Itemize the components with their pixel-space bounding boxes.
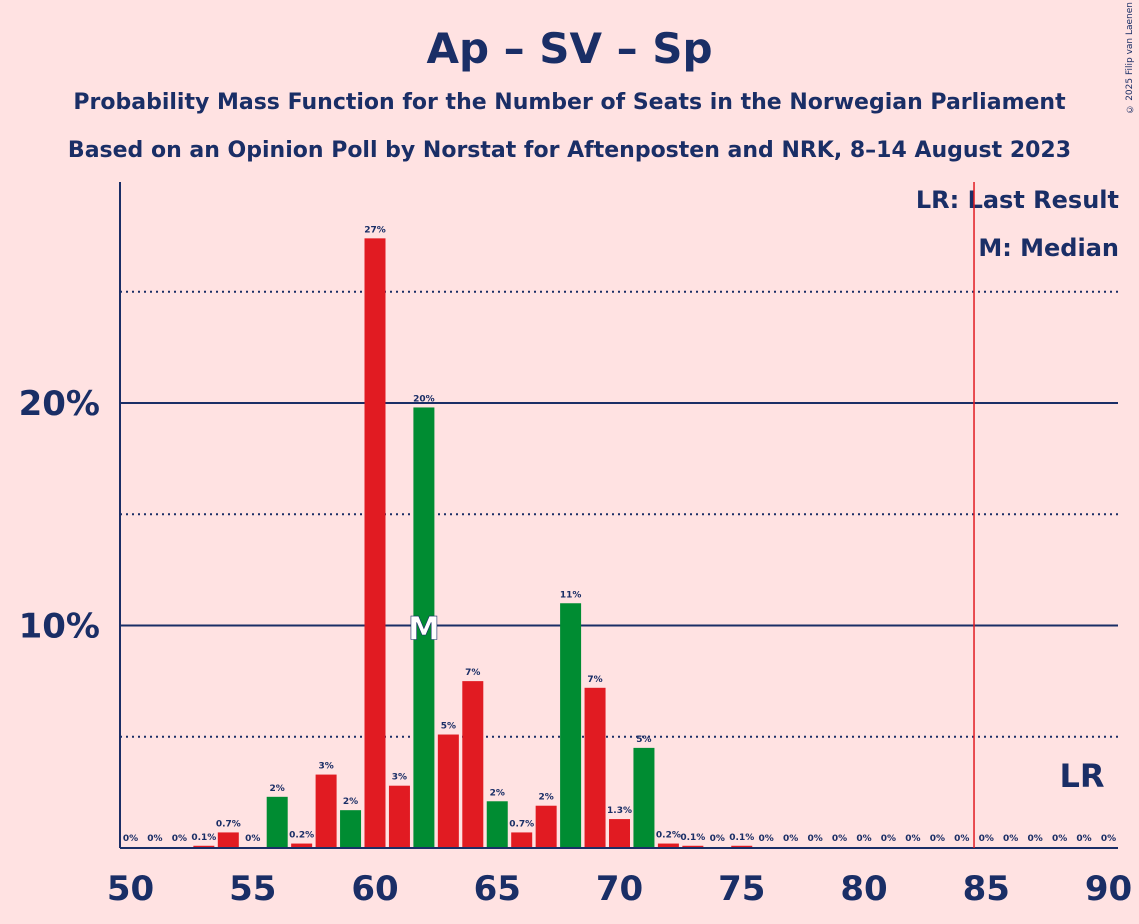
bar-value-label: 5% (636, 735, 651, 745)
x-tick-label-80: 80 (840, 869, 887, 909)
bar-value-label: 0% (881, 834, 896, 844)
x-tick-label-85: 85 (963, 869, 1010, 909)
bar-value-label: 7% (465, 668, 480, 678)
bar-value-label: 0% (1076, 834, 1091, 844)
x-tick-label-90: 90 (1085, 869, 1132, 909)
bar-value-label: 0% (783, 834, 798, 844)
bar-seat-68 (560, 603, 582, 848)
bar-value-label: 0% (172, 834, 187, 844)
bar-value-label: 2% (490, 788, 505, 798)
bar-seat-53 (193, 845, 215, 848)
bar-value-label: 0.7% (216, 819, 241, 829)
bar-seat-67 (535, 805, 557, 848)
bar-seat-59 (340, 810, 362, 848)
bar-value-label: 2% (343, 797, 358, 807)
bar-value-label: 27% (364, 225, 386, 235)
bar-seat-75 (731, 845, 753, 848)
bar-value-label: 0.1% (680, 833, 705, 843)
bar-value-label: 0.2% (289, 831, 314, 841)
bar-value-label: 7% (587, 675, 602, 685)
bar-value-label: 0.7% (509, 819, 534, 829)
bar-value-label: 0% (979, 834, 994, 844)
bar-value-label: 0% (1101, 834, 1116, 844)
x-tick-label-50: 50 (107, 869, 154, 909)
x-tick-label-65: 65 (474, 869, 521, 909)
bar-value-label: 0% (1003, 834, 1018, 844)
bar-seat-63 (437, 734, 459, 848)
bar-value-label: 0% (905, 834, 920, 844)
bar-seat-70 (609, 819, 630, 848)
x-tick-label-60: 60 (351, 869, 398, 909)
y-tick-label-20: 20% (19, 384, 100, 424)
chart-title: Ap – SV – Sp (426, 24, 713, 73)
bar-seat-65 (486, 801, 508, 848)
bar-value-label: 0.1% (729, 833, 754, 843)
bar-value-label: 2% (270, 784, 285, 794)
bar-value-label: 5% (441, 722, 456, 732)
bar-value-label: 3% (392, 773, 407, 783)
bar-value-label: 2% (539, 793, 554, 803)
x-tick-label-75: 75 (718, 869, 765, 909)
bar-seat-64 (462, 681, 484, 848)
legend-last-result: LR: Last Result (915, 186, 1119, 214)
bar-seat-57 (291, 843, 313, 848)
bar-value-label: 0% (807, 834, 822, 844)
bar-seat-71 (633, 747, 655, 848)
legend-median: M: Median (978, 234, 1119, 262)
bar-value-label: 20% (413, 394, 435, 404)
bar-seat-72 (657, 843, 679, 848)
x-tick-label-55: 55 (229, 869, 276, 909)
x-tick-label-70: 70 (596, 869, 643, 909)
bar-value-label: 0% (710, 834, 725, 844)
bar-seat-54 (217, 832, 239, 848)
bar-value-label: 0% (1052, 834, 1067, 844)
chart-subtitle-2: Based on an Opinion Poll by Norstat for … (67, 138, 1072, 163)
bar-seat-60 (364, 238, 386, 849)
bar-seat-58 (315, 774, 337, 848)
bar-value-label: 0% (1028, 834, 1043, 844)
y-tick-label-10: 10% (19, 607, 100, 647)
bar-value-label: 0% (930, 834, 945, 844)
bar-value-label: 0.1% (191, 833, 216, 843)
bar-value-label: 0% (759, 834, 774, 844)
bar-seat-62 (413, 407, 435, 848)
median-marker: M (408, 610, 440, 648)
last-result-marker: LR (1059, 757, 1104, 795)
bar-value-label: 0.2% (656, 831, 681, 841)
bar-value-label: 0% (856, 834, 871, 844)
bar-seat-56 (266, 796, 288, 848)
bar-value-label: 11% (560, 590, 582, 600)
bar-value-label: 0% (245, 834, 260, 844)
bar-seat-61 (388, 785, 410, 848)
bar-value-label: 0% (954, 834, 969, 844)
bar-value-label: 1.3% (607, 806, 632, 816)
bar-seat-69 (584, 687, 606, 848)
chart-subtitle-1: Probability Mass Function for the Number… (73, 90, 1066, 115)
bar-seat-73 (682, 845, 704, 848)
bar-seat-66 (511, 832, 533, 848)
bar-value-label: 3% (318, 762, 333, 772)
bar-value-label: 0% (147, 834, 162, 844)
bar-value-label: 0% (832, 834, 847, 844)
bar-value-label: 0% (123, 834, 138, 844)
